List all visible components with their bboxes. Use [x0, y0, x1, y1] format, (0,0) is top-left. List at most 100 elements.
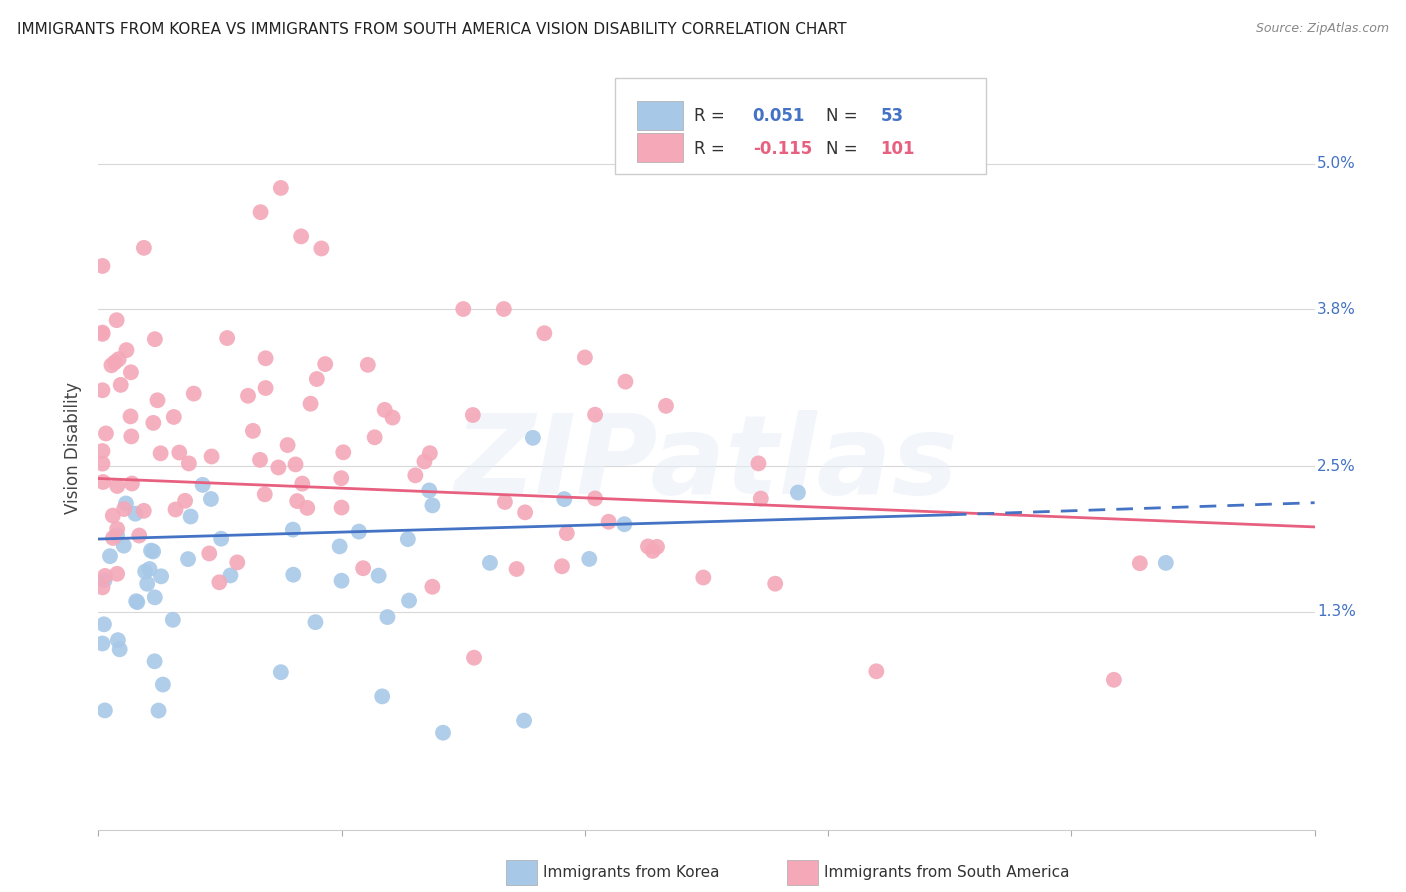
Text: -0.115: -0.115 [752, 139, 813, 158]
Point [104, 355, 127, 369]
Point [254, 381, 277, 395]
Point [121, 476, 143, 491]
Point [139, 543, 162, 558]
Point [432, 725, 454, 739]
Point [150, 569, 173, 583]
Point [143, 654, 166, 668]
Point [555, 526, 578, 541]
Point [120, 429, 142, 443]
Point [124, 507, 146, 521]
Point [200, 450, 222, 464]
Point [105, 566, 128, 581]
Point [91, 457, 114, 471]
Point [551, 559, 574, 574]
Text: 53: 53 [880, 107, 904, 126]
Point [637, 540, 659, 554]
Text: 5.0%: 5.0% [1317, 156, 1355, 171]
FancyBboxPatch shape [637, 133, 683, 162]
Point [371, 690, 394, 704]
Point [284, 458, 307, 472]
Point [1129, 556, 1152, 570]
FancyBboxPatch shape [637, 101, 683, 130]
Point [94, 426, 117, 441]
Text: 3.8%: 3.8% [1317, 301, 1355, 317]
Point [94, 569, 117, 583]
Text: R =: R = [695, 139, 730, 158]
Point [513, 505, 536, 519]
Point [91, 580, 114, 594]
Point [347, 524, 370, 539]
Point [763, 576, 786, 591]
Point [413, 454, 436, 468]
Point [363, 430, 385, 444]
Point [138, 562, 160, 576]
Point [357, 358, 380, 372]
Point [418, 483, 440, 498]
Text: 0.051: 0.051 [752, 107, 806, 126]
Point [91, 326, 114, 340]
Text: 101: 101 [880, 139, 915, 158]
Point [120, 409, 142, 424]
Point [533, 326, 555, 341]
Point [747, 457, 769, 471]
Point [217, 331, 239, 345]
Point [149, 446, 172, 460]
Point [148, 704, 170, 718]
Point [91, 636, 114, 650]
Point [209, 532, 232, 546]
Point [200, 491, 222, 506]
Point [281, 523, 304, 537]
Text: N =: N = [825, 139, 862, 158]
Point [177, 552, 200, 566]
Point [332, 445, 354, 459]
Y-axis label: Vision Disability: Vision Disability [65, 383, 83, 514]
Text: Source: ZipAtlas.com: Source: ZipAtlas.com [1256, 22, 1389, 36]
Point [169, 445, 191, 459]
Point [352, 561, 374, 575]
Point [492, 301, 515, 316]
Text: Immigrants from Korea: Immigrants from Korea [543, 865, 720, 880]
Point [163, 409, 186, 424]
Point [865, 665, 887, 679]
Point [749, 491, 772, 506]
Point [91, 444, 114, 458]
Point [330, 471, 353, 485]
Point [208, 575, 231, 590]
Point [513, 714, 536, 728]
Point [249, 205, 271, 219]
Point [1102, 673, 1125, 687]
Point [583, 408, 606, 422]
Point [93, 574, 115, 588]
Point [381, 410, 404, 425]
Text: R =: R = [695, 107, 730, 126]
Point [127, 595, 149, 609]
Point [91, 384, 114, 398]
Point [277, 438, 299, 452]
Point [143, 591, 166, 605]
Point [254, 351, 277, 366]
Point [330, 574, 353, 588]
Point [219, 568, 242, 582]
Point [267, 460, 290, 475]
Point [299, 397, 322, 411]
FancyBboxPatch shape [616, 78, 986, 174]
Point [304, 615, 326, 629]
Point [242, 424, 264, 438]
Point [226, 555, 249, 569]
Point [142, 416, 165, 430]
Point [93, 617, 115, 632]
Point [305, 372, 328, 386]
Point [198, 546, 221, 560]
Point [478, 556, 501, 570]
Point [110, 377, 132, 392]
Point [453, 301, 475, 316]
Point [165, 502, 187, 516]
Point [105, 528, 128, 542]
Point [583, 491, 606, 506]
Point [422, 580, 444, 594]
Point [505, 562, 527, 576]
Point [314, 357, 336, 371]
Point [614, 375, 637, 389]
Point [377, 610, 399, 624]
Point [120, 365, 142, 379]
